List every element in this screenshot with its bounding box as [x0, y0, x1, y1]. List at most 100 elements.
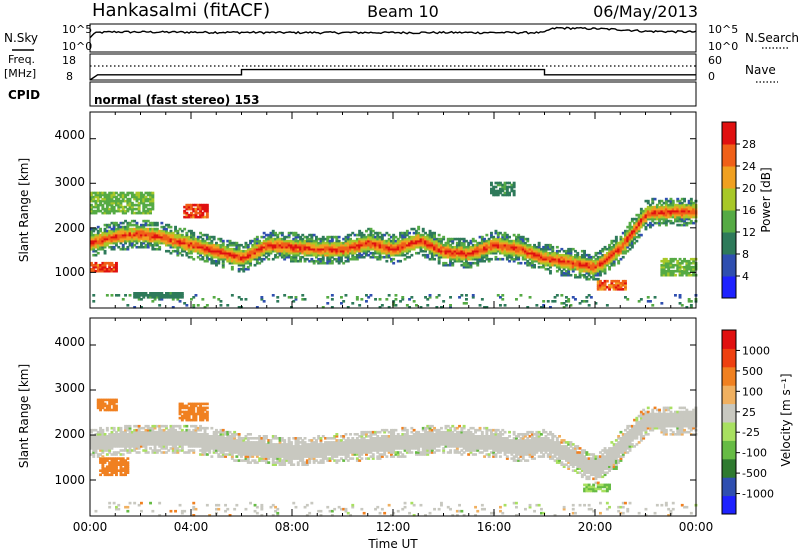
heatmap-cell [551, 245, 555, 249]
heatmap-cell [208, 445, 212, 448]
heatmap-cell [162, 296, 166, 299]
heatmap-cell [358, 233, 362, 237]
heatmap-cell [505, 193, 509, 197]
heatmap-cell [133, 424, 137, 428]
heatmap-cell [544, 259, 548, 263]
heatmap-cell [119, 461, 123, 464]
heatmap-cell [317, 261, 321, 265]
heatmap-cell [387, 243, 391, 247]
heatmap-cell [262, 251, 266, 255]
heatmap-cell [96, 229, 100, 233]
heatmap-cell [658, 221, 661, 225]
heatmap-cell [99, 433, 102, 436]
heatmap-cell [112, 459, 116, 462]
heatmap-cell [126, 191, 130, 195]
heatmap-cell [244, 251, 248, 255]
heatmap-cell [562, 306, 566, 309]
heatmap-cell [174, 249, 177, 253]
heatmap-cell [278, 243, 282, 247]
heatmap-cell [126, 471, 130, 474]
heatmap-cell [101, 233, 105, 237]
heatmap-cell [462, 261, 466, 265]
heatmap-cell [346, 306, 350, 309]
heatmap-cell [110, 191, 114, 195]
heatmap-cell [128, 243, 132, 247]
heatmap-cell [305, 251, 309, 255]
heatmap-cell [333, 251, 337, 255]
heatmap-cell [678, 267, 682, 271]
heatmap-cell [151, 201, 155, 205]
heatmap-cell [99, 441, 102, 444]
heatmap-cell [535, 249, 539, 253]
heatmap-cell [142, 231, 146, 235]
heatmap-cell [537, 265, 541, 269]
heatmap-cell [410, 247, 414, 251]
heatmap-cell [146, 207, 150, 211]
heatmap-cell [219, 255, 223, 259]
heatmap-cell [549, 271, 552, 275]
heatmap-cell [674, 207, 677, 211]
heatmap-cell [180, 249, 184, 253]
heatmap-cell [142, 211, 146, 215]
heatmap-cell [117, 235, 121, 239]
heatmap-cell [130, 243, 134, 247]
heatmap-cell [201, 241, 205, 245]
heatmap-cell [658, 213, 661, 217]
heatmap-cell [92, 449, 96, 452]
heatmap-cell [178, 243, 182, 247]
heatmap-cell [137, 227, 141, 231]
heatmap-cell [105, 443, 109, 446]
heatmap-cell [319, 251, 323, 255]
heatmap-cell [280, 233, 284, 237]
heatmap-cell [205, 402, 209, 406]
heatmap-cell [271, 231, 275, 235]
heatmap-cell [555, 263, 559, 267]
heatmap-cell [203, 441, 207, 444]
heatmap-cell [144, 424, 148, 428]
heatmap-cell [187, 408, 191, 412]
heatmap-cell [405, 237, 409, 241]
heatmap-cell [228, 241, 232, 245]
heatmap-cell [460, 253, 464, 257]
heatmap-cell [637, 227, 641, 231]
heatmap-cell [140, 245, 143, 249]
heatmap-cell [687, 207, 691, 211]
heatmap-cell [649, 225, 652, 229]
heatmap-cell [203, 451, 207, 454]
heatmap-cell [671, 259, 675, 263]
heatmap-cell [124, 199, 127, 203]
heatmap-cell [124, 239, 127, 243]
heatmap-cell [90, 261, 93, 265]
heatmap-cell [267, 253, 271, 257]
heatmap-cell [117, 437, 121, 440]
heatmap-cell [133, 237, 137, 241]
heatmap-cell [171, 292, 175, 295]
heatmap-cell [224, 441, 227, 444]
heatmap-cell [226, 251, 230, 255]
heatmap-cell [467, 245, 471, 249]
heatmap-cell [230, 437, 234, 440]
heatmap-cell [594, 253, 598, 257]
heatmap-cell [553, 300, 557, 303]
heatmap-cell [424, 255, 427, 259]
heatmap-cell [108, 199, 112, 203]
heatmap-cell [176, 451, 180, 454]
heatmap-cell [387, 255, 391, 259]
colorbar-segment [722, 254, 736, 277]
heatmap-cell [365, 243, 368, 247]
heatmap-cell [90, 233, 93, 237]
heatmap-cell [255, 511, 259, 515]
heatmap-cell [617, 249, 621, 253]
heatmap-cell [451, 241, 455, 245]
heatmap-cell [117, 441, 121, 444]
heatmap-cell [105, 203, 109, 207]
heatmap-cell [674, 269, 677, 273]
heatmap-cell [192, 233, 196, 237]
heatmap-cell [103, 404, 107, 408]
heatmap-cell [533, 253, 536, 257]
heatmap-cell [369, 235, 373, 239]
heatmap-cell [285, 243, 289, 247]
heatmap-cell [121, 199, 125, 203]
heatmap-cell [183, 424, 187, 428]
heatmap-cell [233, 443, 237, 446]
